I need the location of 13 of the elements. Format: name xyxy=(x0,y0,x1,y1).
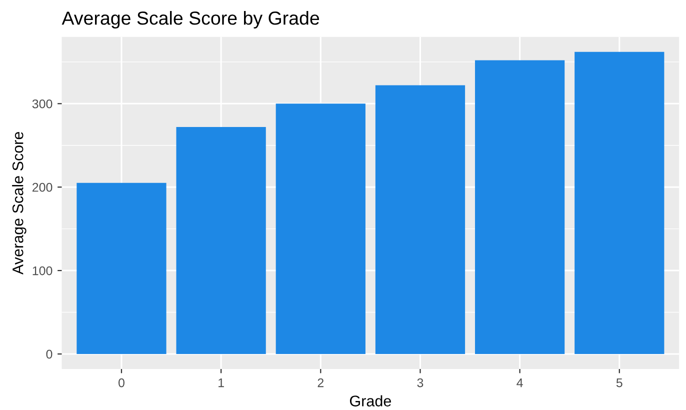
y-axis-title: Average Scale Score xyxy=(12,132,26,275)
y-tick-label: 200 xyxy=(32,182,52,192)
x-tick-label: 0 xyxy=(118,378,124,388)
y-tick-label: 100 xyxy=(32,266,52,276)
y-tick-label: 0 xyxy=(46,350,52,359)
x-tick-label: 4 xyxy=(516,378,523,388)
x-tick-label: 3 xyxy=(417,378,424,388)
x-axis-title: Grade xyxy=(350,395,391,406)
x-tick-label: 1 xyxy=(218,378,224,388)
y-tick-label: 300 xyxy=(32,99,52,108)
x-tick-label: 2 xyxy=(318,378,324,388)
chart-title: Average Scale Score by Grade xyxy=(62,11,320,28)
x-tick-label: 5 xyxy=(616,378,622,388)
